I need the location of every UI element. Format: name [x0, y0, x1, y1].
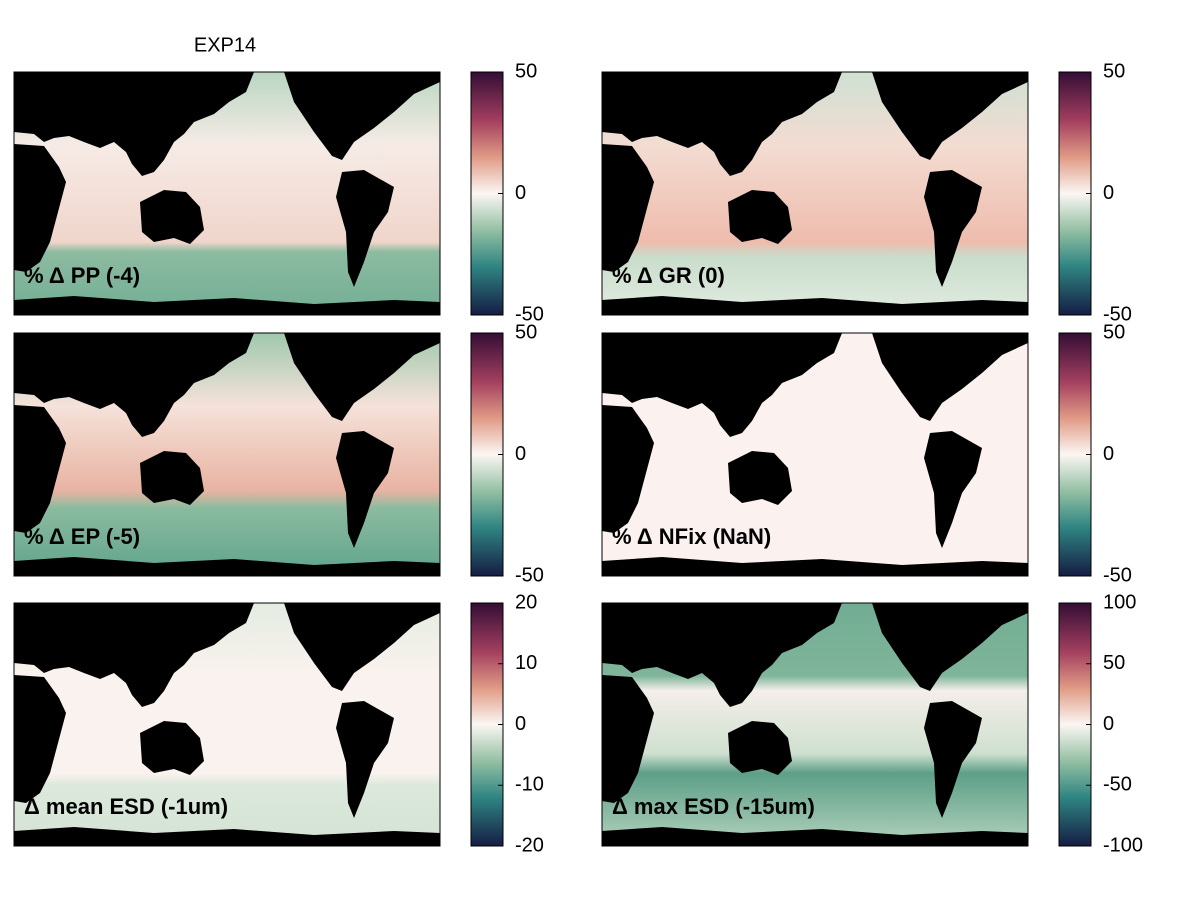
colorbar-tick-label: 50: [1103, 60, 1125, 82]
figure-title: EXP14: [194, 34, 256, 56]
colorbar-tick-label: 50: [1103, 321, 1125, 343]
colorbar-tick-label: 20: [515, 591, 537, 613]
colorbar: [470, 602, 504, 847]
colorbar-tick-label: 0: [515, 443, 526, 465]
colorbar-tick-label: -20: [515, 834, 544, 856]
map-panel: % Δ GR (0) -50 0 50: [601, 60, 1132, 325]
panel-label: % Δ EP (-5): [24, 524, 140, 549]
panel-label: Δ mean ESD (-1um): [24, 794, 228, 819]
colorbar: [1058, 332, 1092, 577]
map-panel: % Δ PP (-4) -50 0 50: [13, 60, 544, 325]
colorbar: [470, 332, 504, 577]
colorbar: [1058, 71, 1092, 316]
colorbar: [1058, 602, 1092, 847]
colorbar-tick-label: 50: [515, 60, 537, 82]
map-panel: Δ max ESD (-15um) -100 -50 0 50 100: [601, 591, 1143, 856]
colorbar-tick-label: -50: [515, 564, 544, 586]
map-frame: [13, 71, 441, 316]
panel-label: % Δ NFix (NaN): [612, 524, 771, 549]
colorbar-tick-label: -100: [1103, 834, 1143, 856]
colorbar-tick-label: -50: [1103, 774, 1132, 796]
map-frame: [13, 602, 441, 847]
colorbar-tick-label: -50: [1103, 303, 1132, 325]
colorbar-tick-label: 100: [1103, 591, 1136, 613]
colorbar-tick-label: 50: [1103, 652, 1125, 674]
map-frame: [601, 332, 1029, 577]
map-panel: % Δ NFix (NaN) -50 0 50: [601, 321, 1132, 586]
panel-label: Δ max ESD (-15um): [612, 794, 815, 819]
panel-label: % Δ PP (-4): [24, 263, 140, 288]
colorbar-tick-label: -10: [515, 774, 544, 796]
colorbar-tick-label: 0: [1103, 182, 1114, 204]
map-frame: [601, 71, 1029, 316]
colorbar-tick-label: 10: [515, 652, 537, 674]
panel-label: % Δ GR (0): [612, 263, 725, 288]
map-panel: % Δ EP (-5) -50 0 50: [13, 321, 544, 586]
map-frame: [13, 332, 441, 577]
colorbar-tick-label: 0: [515, 713, 526, 735]
colorbar-tick-label: -50: [515, 303, 544, 325]
colorbar: [470, 71, 504, 316]
colorbar-tick-label: 50: [515, 321, 537, 343]
map-panel: Δ mean ESD (-1um) -20 -10 0 10 20: [13, 591, 544, 856]
colorbar-tick-label: -50: [1103, 564, 1132, 586]
colorbar-tick-label: 0: [1103, 713, 1114, 735]
colorbar-tick-label: 0: [515, 182, 526, 204]
map-frame: [601, 602, 1029, 847]
colorbar-tick-label: 0: [1103, 443, 1114, 465]
